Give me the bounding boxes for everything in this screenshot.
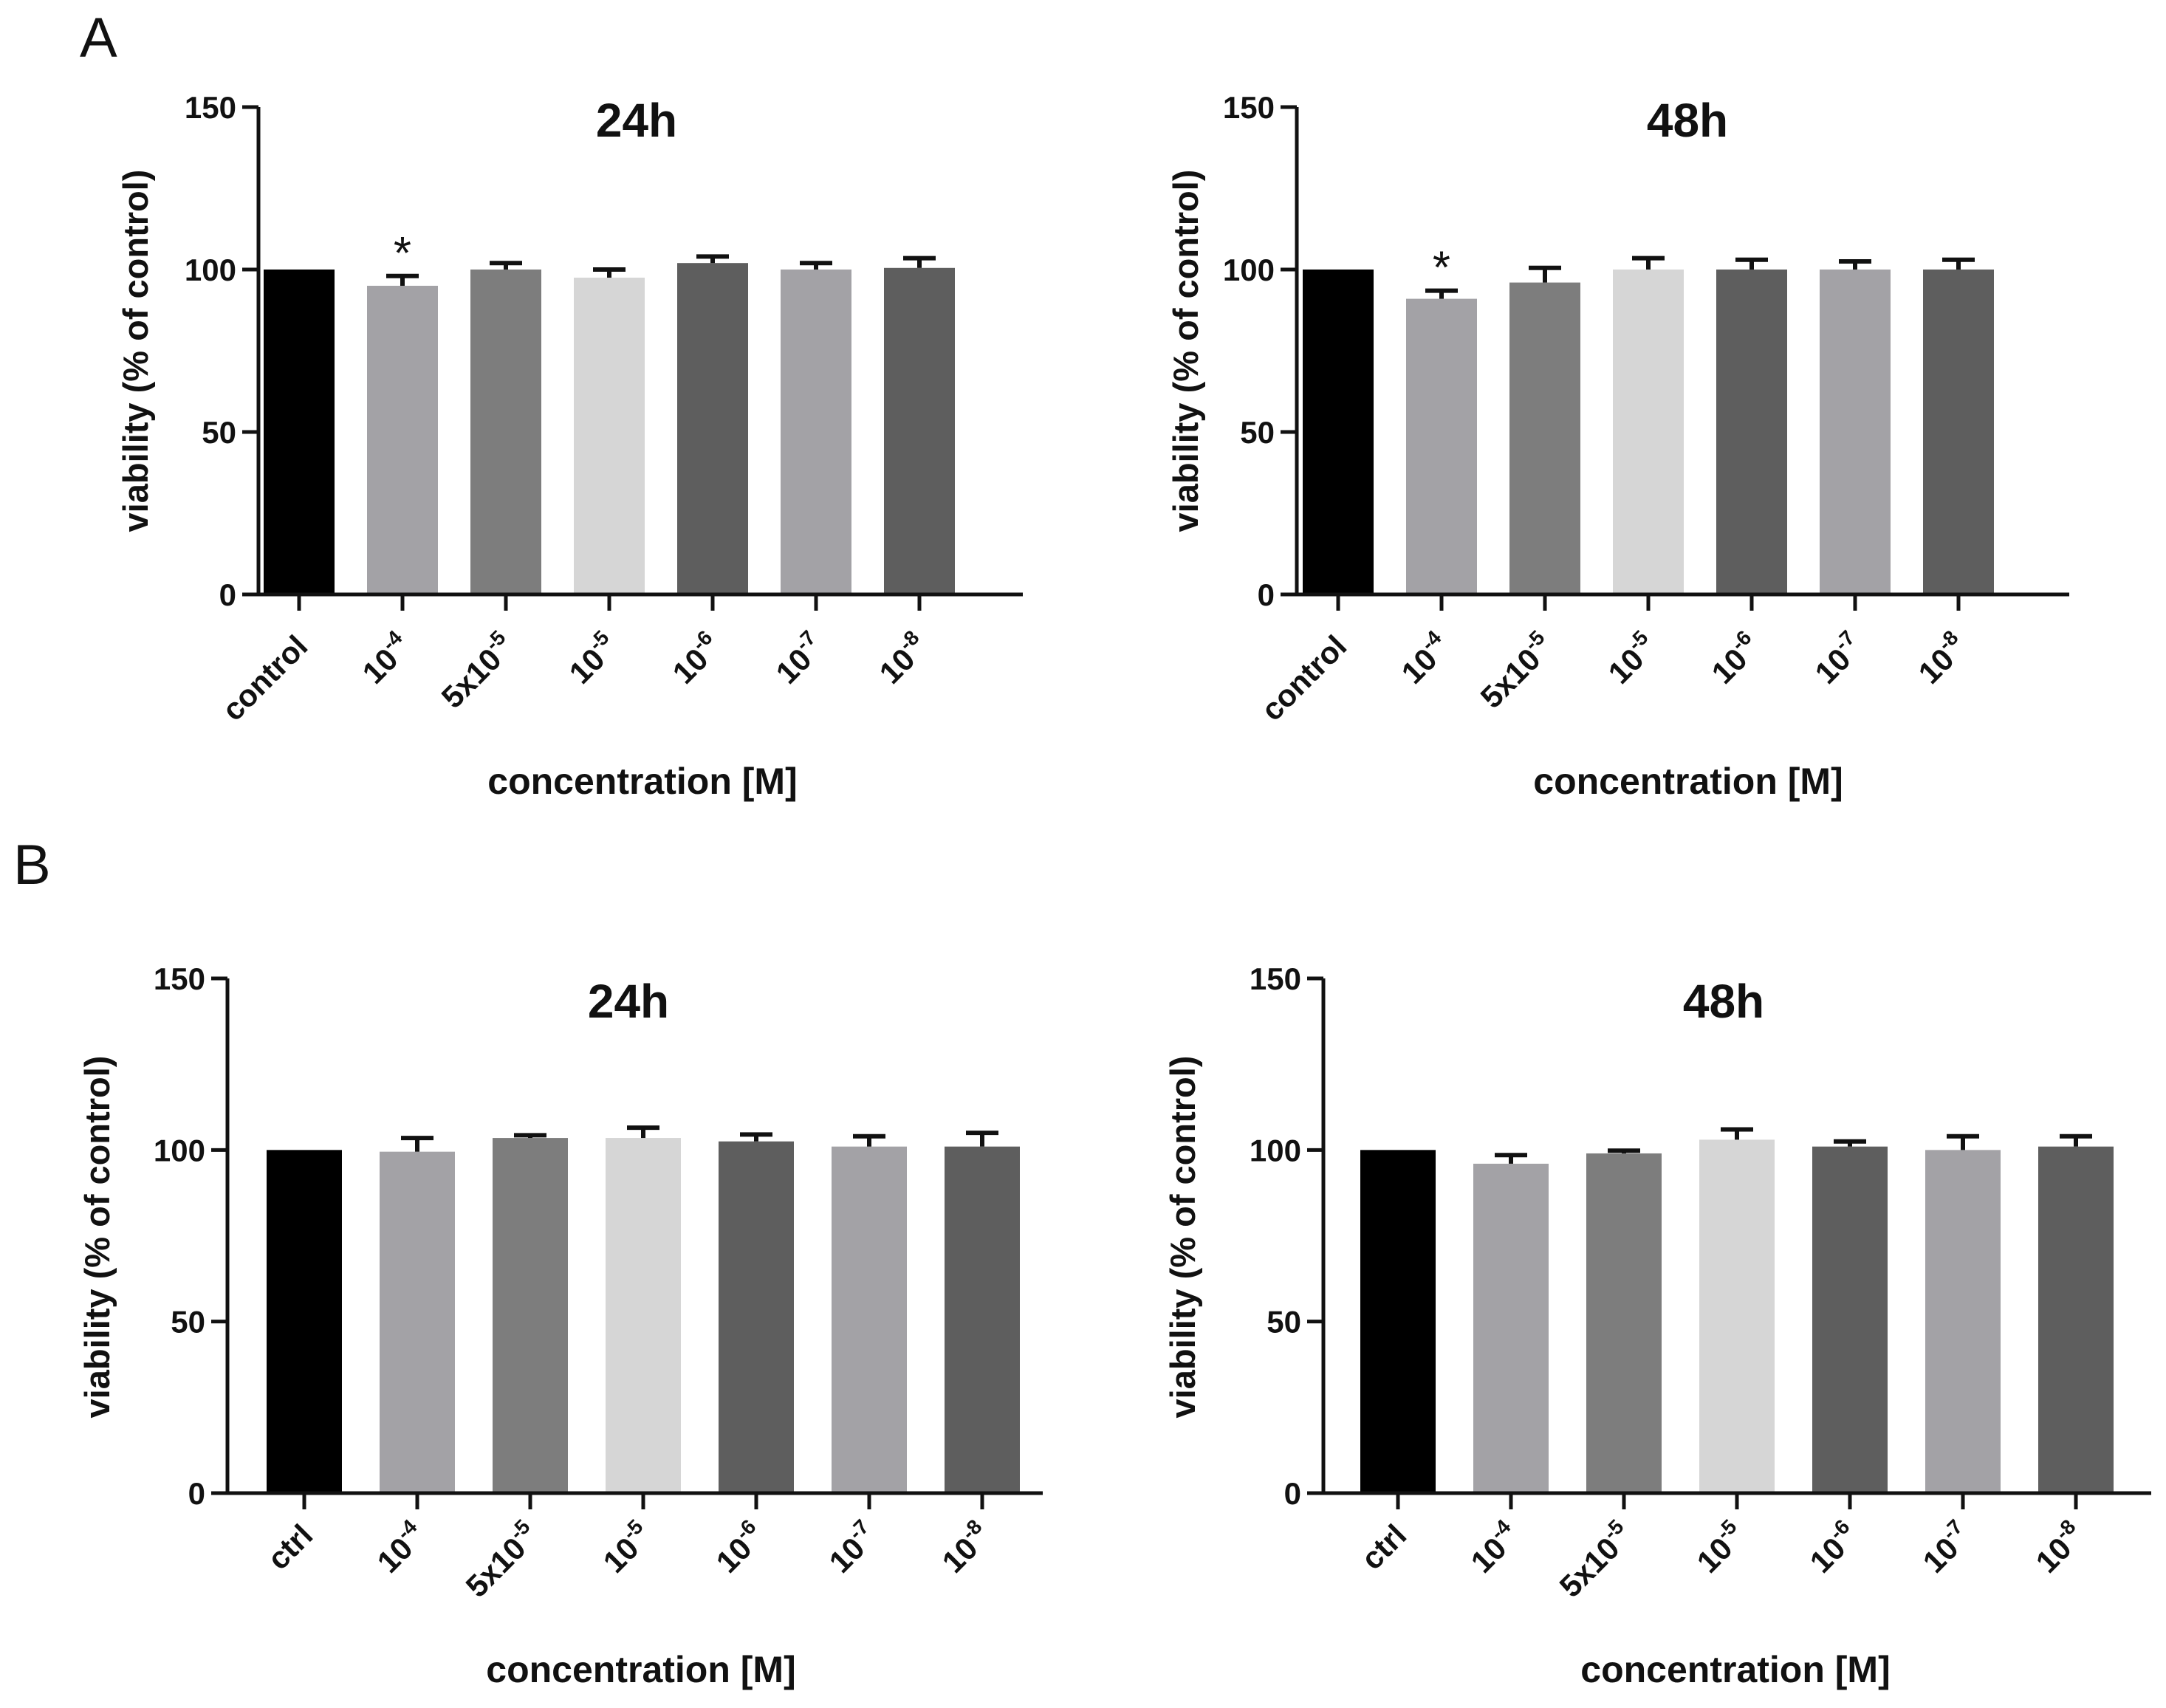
y-tick-label: 0 (1284, 1476, 1301, 1511)
y-tick-label: 50 (202, 415, 236, 450)
x-tick-label: 5x10-5 (1471, 626, 1560, 715)
y-axis-label: viability (% of control) (78, 1056, 117, 1419)
bar (493, 1138, 568, 1493)
chart-title: 24h (588, 975, 669, 1028)
bar (884, 267, 955, 594)
bar (945, 1146, 1020, 1493)
x-axis-label: concentration [M] (1533, 761, 1843, 802)
x-axis-label: concentration [M] (486, 1649, 795, 1690)
x-tick-label: 10-7 (1806, 626, 1870, 690)
x-tick-label: ctrl (1354, 1517, 1413, 1576)
bar (1820, 270, 1891, 594)
y-tick-label: 100 (154, 1133, 205, 1167)
x-tick-label: 10-7 (1913, 1515, 1978, 1580)
x-tick-label: 10-6 (1800, 1515, 1865, 1580)
x-tick-label: 10-5 (1687, 1515, 1752, 1580)
bar (1613, 270, 1684, 594)
y-tick-label: 0 (1258, 577, 1275, 612)
bar (1406, 298, 1477, 594)
x-tick-label: 10-4 (1392, 625, 1457, 690)
bar (1586, 1153, 1662, 1493)
y-tick-label: 100 (185, 253, 236, 287)
y-axis-label: viability (% of control) (1166, 170, 1205, 532)
x-tick-label: 10-8 (870, 626, 934, 690)
x-tick-label: 10-6 (707, 1515, 771, 1580)
bar (677, 263, 748, 594)
bar (1925, 1150, 2001, 1493)
x-tick-label: 10-4 (353, 625, 418, 690)
y-tick-label: 50 (1267, 1305, 1301, 1340)
x-tick-label: 10-8 (1909, 626, 1973, 690)
bar (1360, 1150, 1436, 1493)
y-tick-label: 50 (1240, 415, 1275, 450)
bar (2038, 1146, 2114, 1493)
bar (1716, 270, 1787, 594)
x-tick-label: 10-7 (820, 1515, 884, 1580)
bar (264, 270, 335, 594)
chart-title: 24h (596, 94, 677, 147)
bar (367, 286, 438, 594)
y-axis-label: viability (% of control) (116, 170, 155, 532)
x-axis-label: concentration [M] (1580, 1649, 1890, 1690)
y-tick-label: 100 (1223, 253, 1275, 287)
significance-mark: * (394, 228, 411, 279)
x-tick-label: ctrl (261, 1517, 319, 1576)
x-tick-label: 10-8 (933, 1515, 997, 1580)
x-tick-label: 10-6 (1702, 626, 1766, 690)
panel-label-b: B (13, 834, 51, 896)
y-tick-label: 0 (219, 577, 236, 612)
bar (267, 1150, 342, 1493)
bar (719, 1141, 794, 1493)
x-tick-label-base: ctrl (1354, 1517, 1413, 1576)
bar (832, 1146, 907, 1493)
x-axis-label: concentration [M] (487, 761, 797, 802)
x-tick-label: 5x10-5 (432, 626, 521, 715)
x-tick-label-base: ctrl (261, 1517, 319, 1576)
y-axis-label: viability (% of control) (1163, 1056, 1202, 1419)
chart-b-24h: 0 50 100 150 ctrl 10-4 5x10-5 10-5 10-6 10-7 10-8 2… (78, 961, 1043, 1690)
chart-title: 48h (1647, 94, 1728, 147)
x-tick-label-base: control (215, 628, 314, 727)
bar (1303, 270, 1374, 594)
bar (1923, 270, 1994, 594)
x-tick-label: 10-4 (368, 1515, 433, 1580)
bar (1509, 282, 1580, 594)
bar (380, 1151, 455, 1493)
bar (606, 1138, 681, 1493)
bar (1473, 1163, 1549, 1493)
chart-title: 48h (1683, 975, 1764, 1028)
x-tick-label: 10-5 (1599, 626, 1663, 690)
chart-b-48h: 0 50 100 150 ctrl 10-4 5x10-5 10-5 10-6 10-7 10-8 4… (1163, 961, 2151, 1690)
x-tick-label: 10-5 (594, 1515, 658, 1580)
x-tick-label: 10-5 (560, 626, 624, 690)
x-tick-label: 10-6 (663, 626, 727, 690)
y-tick-label: 0 (188, 1476, 205, 1511)
bar (1699, 1139, 1775, 1493)
bar (781, 270, 851, 594)
significance-mark: * (1433, 243, 1450, 294)
x-tick-label: 5x10-5 (456, 1515, 545, 1604)
y-tick-label: 100 (1250, 1133, 1301, 1167)
x-tick-label: control (215, 628, 314, 727)
bar (1812, 1146, 1888, 1493)
x-tick-label: control (1254, 628, 1353, 727)
y-tick-label: 150 (1250, 961, 1301, 996)
y-tick-label: 50 (171, 1305, 205, 1340)
y-tick-label: 150 (154, 961, 205, 996)
bar (574, 278, 645, 594)
bar (470, 270, 541, 594)
x-tick-label: 10-8 (2026, 1515, 2091, 1580)
panel-label-a: A (80, 7, 117, 69)
y-tick-label: 150 (1223, 90, 1275, 125)
x-tick-label: 10-4 (1461, 1515, 1526, 1580)
y-tick-label: 150 (185, 90, 236, 125)
x-tick-label: 10-7 (767, 626, 831, 690)
x-tick-label: 5x10-5 (1550, 1515, 1639, 1604)
x-tick-label-base: control (1254, 628, 1353, 727)
